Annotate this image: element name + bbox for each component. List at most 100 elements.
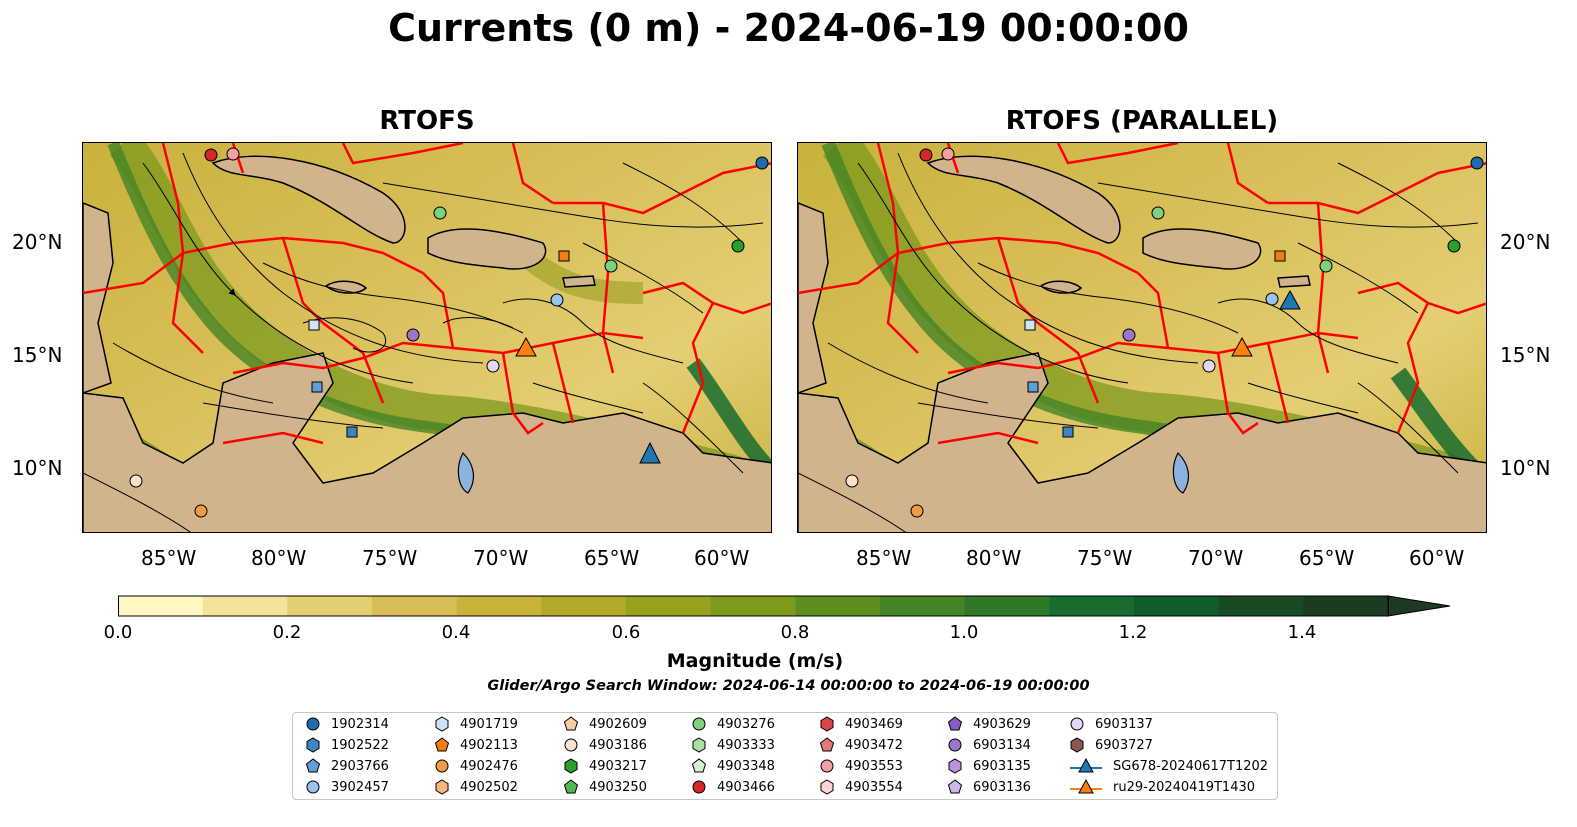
x-tick-label: 65°W [1299,546,1355,570]
y-tick-label: 15°N [1500,343,1551,367]
land-central-america [83,202,114,394]
colorbar-title: Magnitude (m/s) [666,650,844,672]
glider-ru29 [1231,336,1253,357]
legend-item: 6903727 [1069,735,1153,755]
colorbar-tick: 0.0 [103,622,133,643]
legend-item: 4903466 [691,777,775,797]
figure-title: Currents (0 m) - 2024-06-19 00:00:00 [388,6,1189,50]
float-4903466 [204,148,218,162]
float-3902457 [550,293,564,307]
y-tick-label: 10°N [1500,456,1551,480]
pentagon-marker-icon [947,716,963,731]
pentagon-marker-icon [305,758,321,773]
boundary-lines [798,143,1486,445]
colorbar-tick: 1.4 [1287,622,1317,643]
float-2903766 [1027,381,1039,393]
colorbar-tick: 1.2 [1118,622,1148,643]
legend-label: SG678-20240617T1202 [1113,758,1269,774]
x-tick-label: 60°W [694,546,750,570]
legend-label: 4902502 [460,779,518,795]
colorbar-segment [372,596,458,616]
pentagon-marker-icon [691,758,707,773]
legend-label: 4903466 [717,779,775,795]
legend-item: 4903333 [691,735,775,755]
legend-label: 4903553 [845,758,903,774]
glider-ru29 [515,336,537,357]
legend-label: 4903186 [589,737,647,753]
land-central-america [798,202,829,394]
colorbar-segment [626,596,712,616]
float-4902113 [1274,250,1286,262]
legend-label: 6903727 [1095,737,1153,753]
colorbar-segment [1049,596,1135,616]
hexagon-marker-icon [435,716,449,732]
float-4902476 [194,504,208,518]
legend-label: 3902457 [331,779,389,795]
y-tick-label: 10°N [12,456,63,480]
float-1902314 [755,156,769,170]
legend-item: SG678-20240617T1202 [1069,756,1268,776]
float-6903137 [486,359,500,373]
legend-item: 4902609 [563,714,647,734]
x-tick-label: 70°W [1188,546,1244,570]
land-puerto-rico [1277,275,1311,288]
float-4901719 [1024,319,1036,331]
lake-maracaibo [1172,452,1190,494]
legend-label: 4903472 [845,737,903,753]
pentagon-marker-icon [947,779,963,794]
float-4903276 [1151,206,1165,220]
colorbar-segment [202,596,288,616]
legend-label: 6903137 [1095,716,1153,732]
land-hispaniola [427,228,547,270]
circle-marker-icon [692,717,706,731]
map-rtofs-svg [83,143,771,532]
float-4901719 [308,319,320,331]
legend-item: 1902314 [305,714,389,734]
float-4903186 [129,474,143,488]
legend-item: 4903186 [563,735,647,755]
circle-marker-icon [306,717,320,731]
land-puerto-rico [562,275,596,288]
float-1902522 [1062,426,1074,438]
legend-item: 4903629 [947,714,1031,734]
colorbar-segment [795,596,881,616]
circle-marker-icon [1070,717,1084,731]
colorbar-segment [541,596,627,616]
float-6903137 [1202,359,1216,373]
float-1902314 [1470,156,1484,170]
hexagon-marker-icon [306,737,320,753]
legend-label: 4902609 [589,716,647,732]
streamlines [798,152,1479,532]
float-4903466 [919,148,933,162]
legend-label: 6903134 [973,737,1031,753]
colorbar-segment [710,596,796,616]
colorbar-tick: 0.6 [611,622,641,643]
x-tick-label: 65°W [584,546,640,570]
hexagon-marker-icon [1070,737,1084,753]
legend-item: 4902113 [434,735,518,755]
legend-item: 6903136 [947,777,1031,797]
x-tick-label: 80°W [251,546,307,570]
x-tick-label: 60°W [1409,546,1465,570]
legend-item: 4903348 [691,756,775,776]
pentagon-marker-icon [819,737,835,752]
land-jamaica [1039,280,1083,294]
legend-item: 4903217 [563,756,647,776]
circle-marker-icon [948,738,962,752]
legend: 1902314 1902522 2903766 3902457 4901719 49021… [292,712,1278,800]
legend-item: 4903276 [691,714,775,734]
x-tick-label: 85°W [856,546,912,570]
hexagon-marker-icon [820,716,834,732]
legend-item: 6903137 [1069,714,1153,734]
x-tick-label: 70°W [473,546,529,570]
search-window-text: Glider/Argo Search Window: 2024-06-14 00… [487,678,1090,694]
float-4903276 [433,206,447,220]
circle-marker-icon [306,780,320,794]
colorbar-segment [118,596,204,616]
colorbar-segment [1218,596,1304,616]
hexagon-marker-icon [435,779,449,795]
panel-title-rtofs: RTOFS [379,106,475,136]
float-4903217 [1447,239,1461,253]
legend-item: 4902502 [434,777,518,797]
triangle-line-marker-icon [1070,757,1102,773]
